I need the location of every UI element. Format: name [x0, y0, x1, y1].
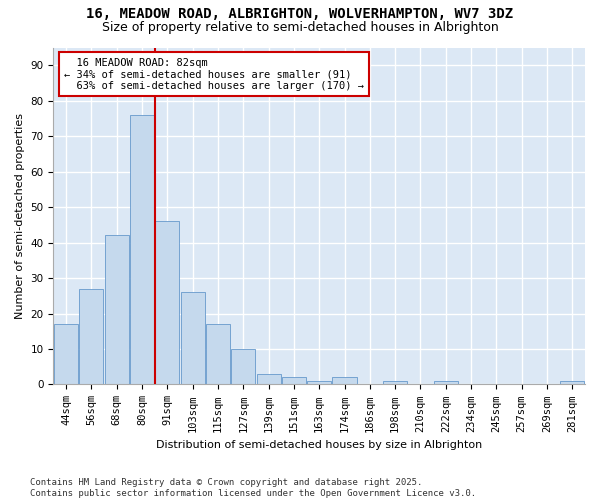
Bar: [130, 115, 154, 384]
Bar: [307, 381, 331, 384]
Bar: [181, 292, 205, 384]
Bar: [104, 236, 129, 384]
Bar: [257, 374, 281, 384]
Y-axis label: Number of semi-detached properties: Number of semi-detached properties: [15, 113, 25, 319]
Bar: [434, 381, 458, 384]
Bar: [282, 378, 306, 384]
X-axis label: Distribution of semi-detached houses by size in Albrighton: Distribution of semi-detached houses by …: [156, 440, 482, 450]
Bar: [206, 324, 230, 384]
Bar: [155, 222, 179, 384]
Bar: [560, 381, 584, 384]
Bar: [332, 378, 356, 384]
Text: 16 MEADOW ROAD: 82sqm
← 34% of semi-detached houses are smaller (91)
  63% of se: 16 MEADOW ROAD: 82sqm ← 34% of semi-deta…: [64, 58, 364, 91]
Text: Contains HM Land Registry data © Crown copyright and database right 2025.
Contai: Contains HM Land Registry data © Crown c…: [30, 478, 476, 498]
Bar: [79, 288, 103, 384]
Bar: [231, 349, 255, 384]
Text: 16, MEADOW ROAD, ALBRIGHTON, WOLVERHAMPTON, WV7 3DZ: 16, MEADOW ROAD, ALBRIGHTON, WOLVERHAMPT…: [86, 8, 514, 22]
Bar: [54, 324, 78, 384]
Bar: [383, 381, 407, 384]
Text: Size of property relative to semi-detached houses in Albrighton: Size of property relative to semi-detach…: [101, 21, 499, 34]
